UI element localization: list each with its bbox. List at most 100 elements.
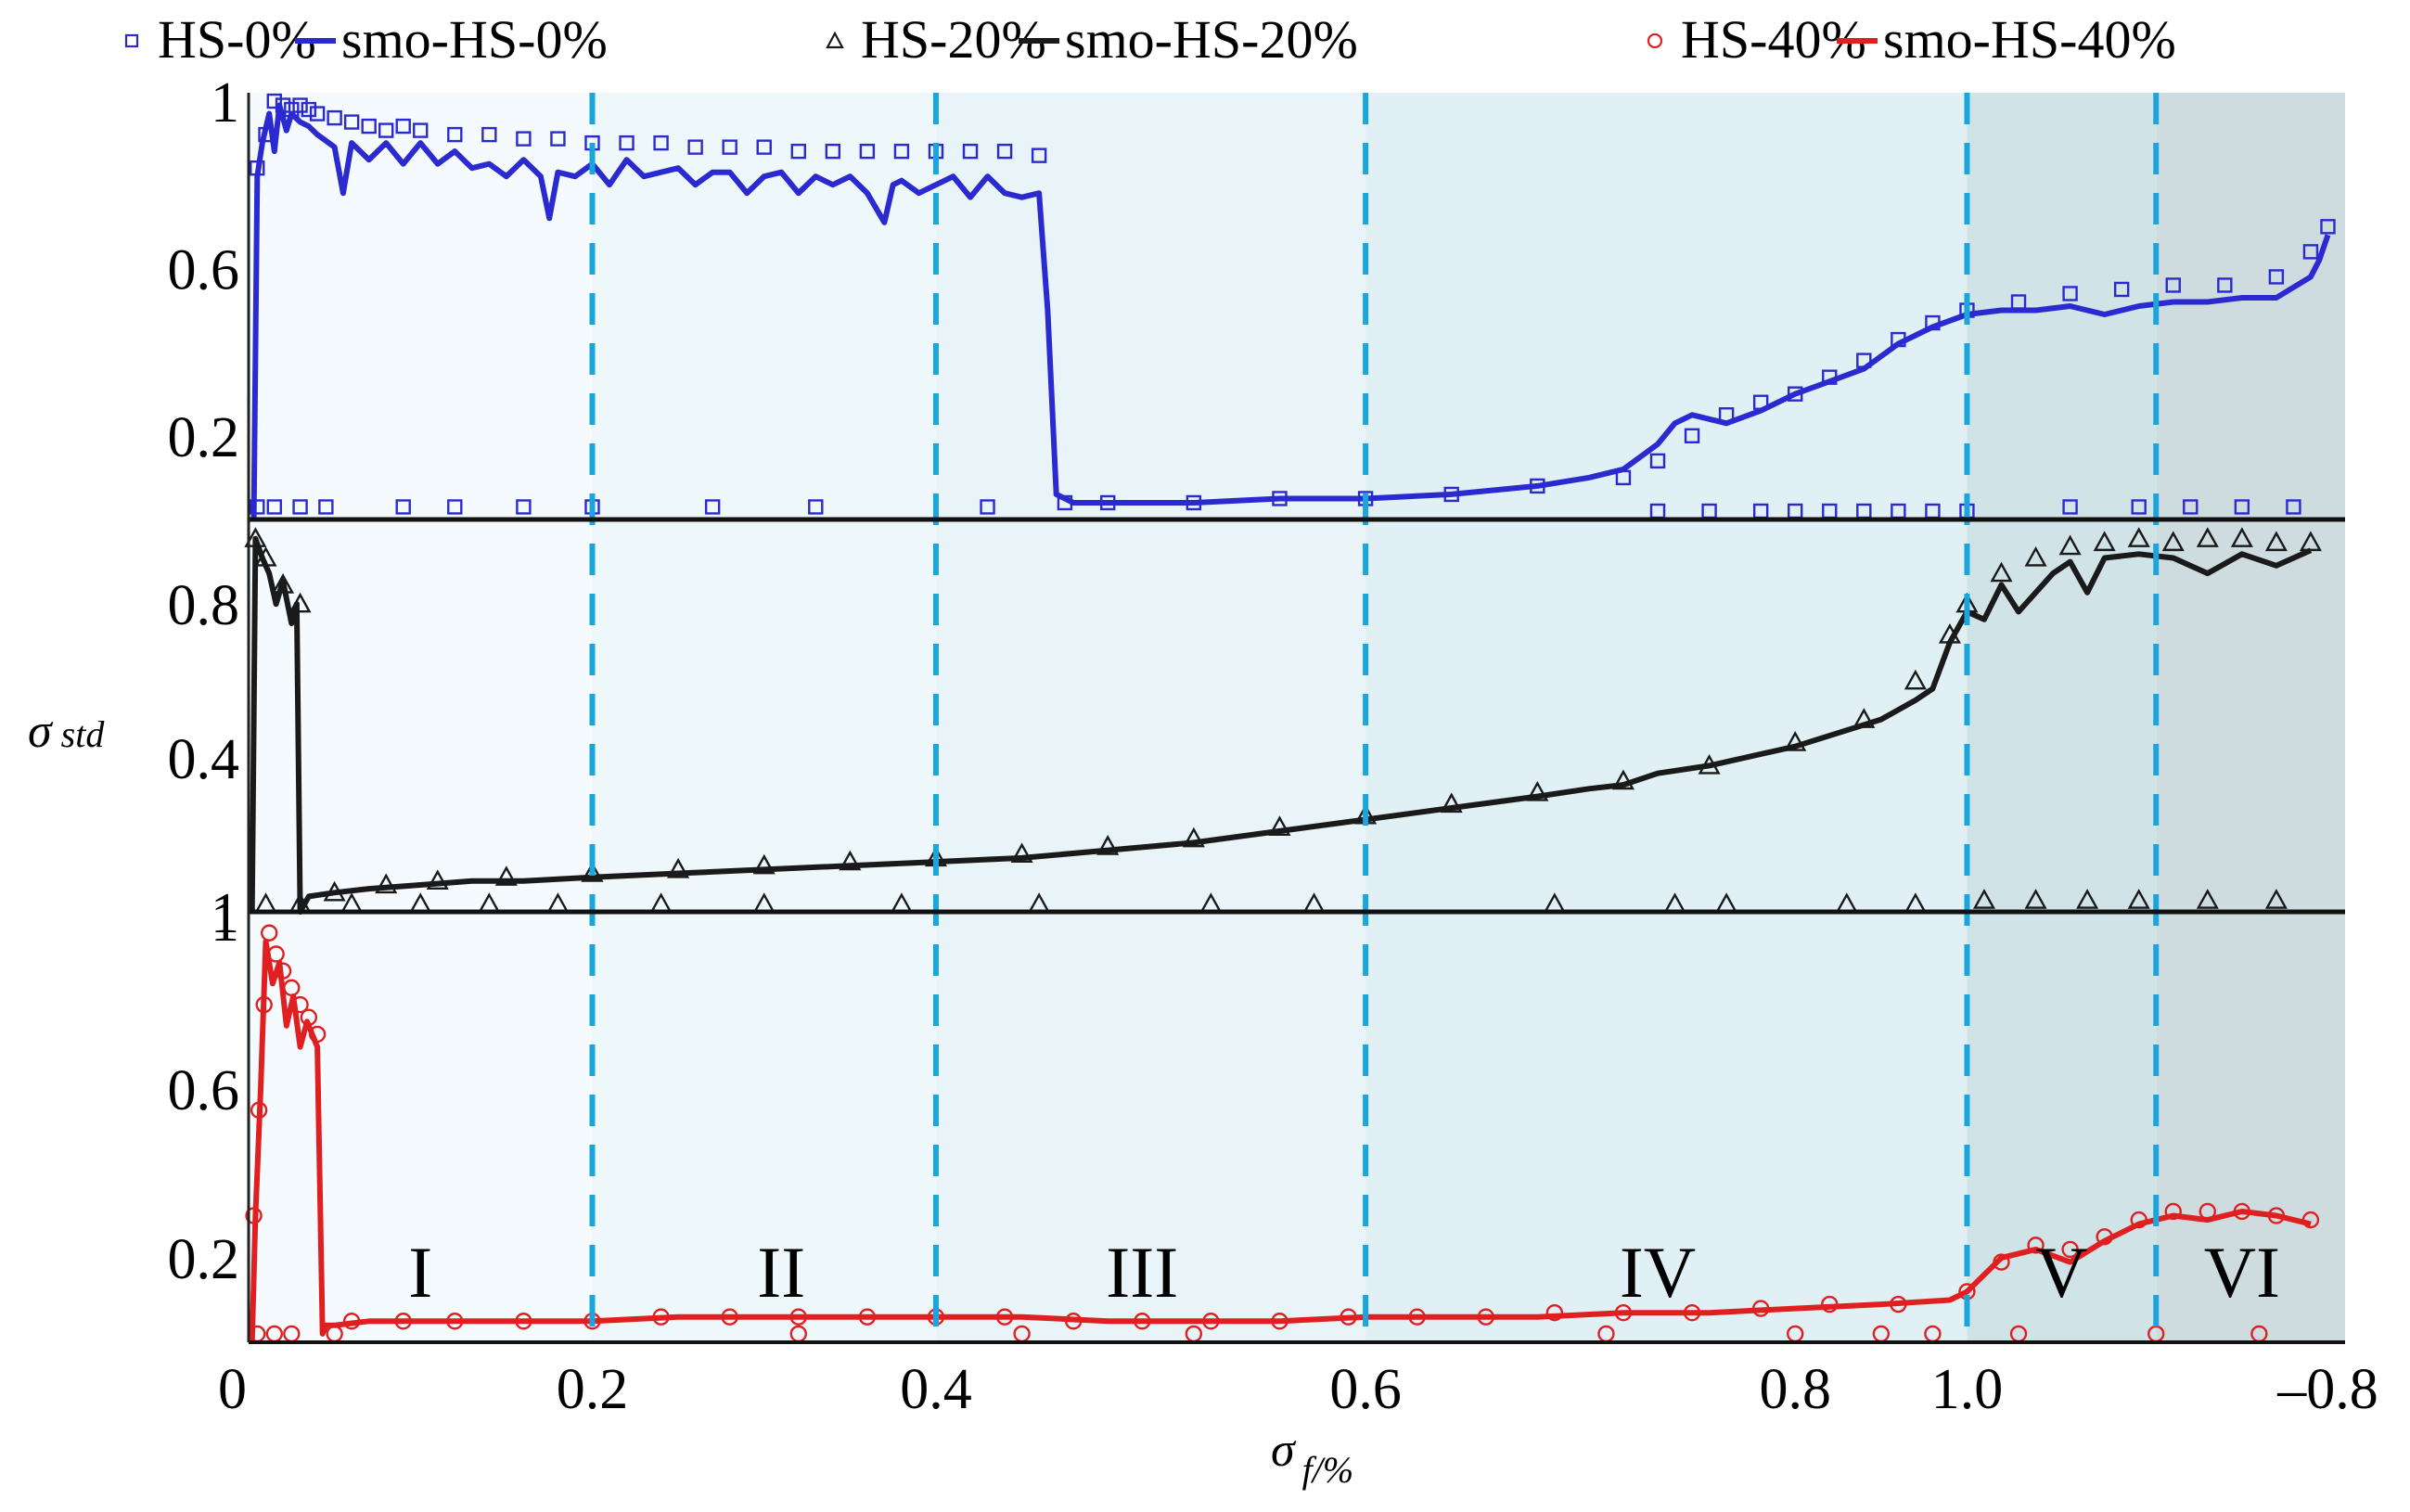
x-tick-label: 0 (218, 1358, 247, 1421)
data-marker-square (2062, 499, 2078, 515)
stage-band (592, 93, 936, 1342)
data-marker-square (2062, 286, 2078, 301)
data-marker-square (2302, 244, 2319, 260)
data-marker-square (309, 106, 326, 122)
data-marker-square (292, 97, 308, 113)
data-marker-triangle (2127, 527, 2150, 547)
data-marker-square (2320, 219, 2336, 235)
data-marker-square (266, 499, 282, 515)
data-marker-circle (261, 924, 278, 942)
x-tick-label: 0.6 (1329, 1358, 1402, 1421)
data-marker-triangle (2264, 531, 2288, 552)
x-tick-labels: 0 0.2 0.4 0.6 0.8 1.0 –0.8 (218, 1358, 2378, 1421)
y-tick-label: 0.2 (168, 1228, 240, 1291)
data-marker-triangle (752, 853, 776, 875)
stage-label: IV (1620, 1232, 1696, 1313)
smoothed-line (249, 535, 2313, 915)
stage-band (1365, 93, 1968, 1342)
data-marker-square (343, 114, 360, 130)
data-marker-square (722, 139, 737, 155)
smoothed-line (249, 938, 2312, 1343)
data-marker-square (301, 101, 317, 118)
x-tick-label: –0.8 (2276, 1358, 2378, 1421)
y-tick-label: 0.4 (168, 728, 240, 791)
stage-band (935, 93, 1366, 1342)
data-marker-triangle (581, 862, 604, 882)
data-marker-triangle (2127, 889, 2150, 909)
data-marker-triangle (667, 857, 690, 878)
data-marker-square (550, 131, 566, 147)
legend-label: smo-HS-40% (1883, 9, 2176, 70)
data-marker-circle (2164, 1202, 2182, 1221)
data-marker-triangle (1440, 792, 1463, 814)
data-marker-triangle (2024, 545, 2047, 567)
data-marker-triangle (1611, 769, 1635, 790)
x-tick-label: 1.0 (1931, 1358, 2004, 1421)
legend-label: smo-HS-20% (1065, 9, 1358, 70)
data-marker-triangle (2024, 889, 2047, 909)
data-marker-triangle (1904, 669, 1927, 690)
legend-label: HS-20% (861, 9, 1046, 70)
data-marker-triangle (2196, 889, 2219, 909)
y-axis-title: σ std (28, 705, 105, 758)
data-marker-triangle (426, 869, 449, 891)
data-marker-triangle (1990, 561, 2013, 583)
data-marker-square (361, 118, 377, 135)
data-marker-triangle (839, 850, 862, 871)
stage-boundaries (589, 93, 2160, 1342)
y-tick-label: 1 (211, 71, 239, 135)
data-marker-square (2286, 499, 2301, 515)
legend-label: HS-40% (1681, 9, 1866, 70)
x-axis-title: σ f/% (1271, 1424, 1353, 1491)
x-tick-label: 0.2 (557, 1358, 629, 1421)
data-marker-square (1031, 147, 1047, 163)
data-marker-triangle (1972, 889, 1996, 909)
data-marker-triangle (2161, 531, 2185, 552)
y-tick-label: 1 (211, 882, 239, 945)
data-marker-square (653, 135, 669, 151)
data-marker-square (318, 499, 334, 515)
data-marker-triangle (2264, 889, 2288, 909)
data-marker-circle (1545, 1303, 1564, 1322)
data-marker-triangle (1096, 835, 1120, 855)
data-marker-square (395, 499, 411, 515)
data-marker-triangle (1010, 842, 1033, 863)
data-marker-square (2217, 277, 2233, 293)
data-marker-triangle (2076, 889, 2099, 909)
data-marker-square (704, 499, 721, 515)
data-marker-square (2165, 277, 2181, 293)
legend-marker-square (124, 33, 139, 48)
panel-frames (247, 93, 2345, 1344)
stage-band (1967, 93, 2157, 1342)
smoothed-line (250, 102, 2331, 520)
data-marker-square (756, 139, 772, 155)
data-marker-square (395, 118, 411, 135)
stage-band (249, 93, 593, 1342)
data-marker-square (619, 135, 635, 151)
data-marker-triangle (2093, 531, 2116, 552)
legend-label: smo-HS-0% (341, 9, 608, 70)
y-tick-label: 0.2 (168, 406, 240, 469)
y-tick-label: 1 (211, 891, 239, 954)
data-marker-square (980, 499, 995, 515)
data-marker-square (2113, 281, 2130, 298)
stage-band (2156, 93, 2345, 1342)
data-marker-triangle (2299, 531, 2322, 552)
data-marker-circle (2061, 1240, 2079, 1259)
stage-label: I (408, 1232, 432, 1313)
data-marker-square (327, 109, 342, 126)
data-marker-square (266, 93, 282, 109)
stage-labels: I II III IV V VI (408, 1232, 2280, 1313)
data-marker-square (996, 143, 1013, 160)
data-marker-square (2183, 499, 2198, 515)
data-marker-square (447, 499, 463, 515)
data-marker-square (516, 131, 532, 147)
data-marker-triangle (1182, 826, 1205, 848)
legend: HS-0% smo-HS-0% HS-20% smo-HS-20% HS-40% smo-… (124, 9, 2176, 70)
data-marker-triangle (2196, 527, 2219, 547)
data-marker-square (962, 143, 979, 160)
data-marker-triangle (1784, 731, 1807, 751)
stage-label: V (2035, 1232, 2087, 1313)
